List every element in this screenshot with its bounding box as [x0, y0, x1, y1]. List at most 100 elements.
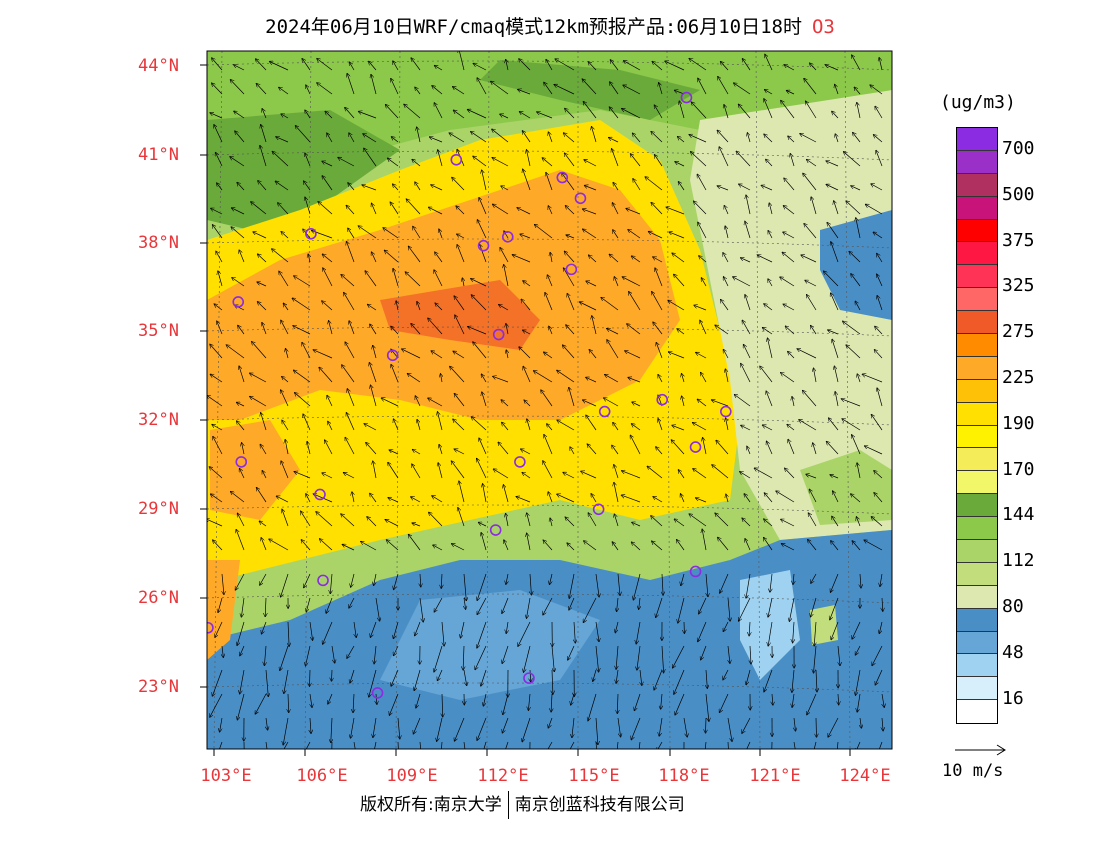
wind-vector: [483, 693, 487, 706]
wind-vector: [240, 669, 245, 694]
lat-label-32n: 32°N: [138, 410, 179, 430]
wind-vector: [831, 242, 839, 263]
wind-vector: [554, 85, 575, 95]
wind-vector: [371, 385, 377, 407]
wind-vector: [500, 248, 509, 263]
wind-vector: [810, 63, 817, 71]
wind-vector: [295, 393, 311, 407]
lat-label-29n: 29°N: [138, 499, 179, 519]
wind-vector: [607, 329, 619, 335]
wind-vector: [521, 449, 531, 455]
wind-vector: [852, 55, 861, 71]
wind-vector: [345, 438, 355, 455]
wind-vector: [719, 147, 729, 167]
wind-vector: [678, 137, 685, 143]
wind-vector: [697, 399, 707, 407]
wind-vector: [277, 496, 289, 503]
wind-vector: [882, 693, 884, 707]
wind-vector: [734, 83, 751, 95]
wind-vector: [864, 540, 883, 551]
wind-vector: [565, 108, 575, 119]
lat-label-23n: 23°N: [138, 677, 179, 697]
wind-vector: [584, 160, 597, 167]
wind-vector: [517, 208, 531, 215]
wind-vector: [809, 489, 817, 503]
wind-vector: [256, 59, 267, 71]
wind-vector: [851, 186, 861, 191]
wind-vector: [704, 741, 707, 749]
station-marker: [314, 488, 326, 501]
wind-vector: [259, 521, 267, 527]
wind-vector: [353, 693, 354, 713]
wind-vector: [805, 280, 817, 287]
wind-vector: [258, 254, 267, 263]
wind-vector: [726, 418, 728, 431]
colorbar-label: 275: [1002, 321, 1035, 343]
wind-vector: [581, 471, 597, 479]
wind-vector: [799, 420, 817, 431]
wind-vector: [316, 512, 333, 527]
wind-vector: [301, 540, 311, 551]
wind-vector: [420, 573, 421, 587]
wind-vector: [871, 184, 883, 191]
wind-vector: [438, 412, 443, 431]
wind-vector: [674, 274, 685, 287]
wind-vector: [492, 129, 509, 143]
wind-vector: [764, 519, 773, 527]
station-marker: [592, 503, 605, 516]
wind-vector: [691, 102, 707, 119]
wind-vector: [855, 645, 861, 655]
wind-vector: [310, 717, 311, 733]
wind-vector: [803, 173, 817, 191]
wind-vector: [326, 597, 333, 613]
wind-vector: [323, 268, 333, 287]
wind-vector: [583, 400, 597, 407]
wind-vector: [398, 717, 400, 739]
wind-vector: [351, 717, 355, 738]
wind-vector: [441, 741, 443, 749]
wind-vector: [370, 621, 377, 637]
wind-vector: [210, 344, 223, 359]
wind-vector: [781, 519, 795, 527]
wind-vector: [842, 419, 861, 431]
wind-vector: [250, 373, 267, 383]
wind-vector: [313, 350, 333, 359]
station-marker: [235, 456, 248, 468]
colorbar-swatch: [957, 150, 997, 174]
wind-vector: [595, 645, 599, 672]
wind-vector: [212, 425, 223, 431]
wind-vector: [477, 459, 487, 479]
map-title: 2024年06月10日WRF/cmaq模式12km预报产品:06月10日18时 O…: [0, 12, 1100, 39]
wind-vector: [477, 78, 487, 95]
wind-vector: [237, 421, 245, 431]
wind-vector: [278, 203, 289, 215]
wind-vector: [612, 445, 619, 455]
wind-vector: [851, 274, 861, 287]
wind-vector: [239, 366, 245, 383]
wind-vector: [788, 352, 795, 359]
wind-vector: [682, 396, 684, 407]
wind-vector: [344, 473, 355, 479]
wind-vector: [803, 391, 817, 407]
wind-vector: [632, 424, 641, 431]
wind-vector: [376, 693, 377, 704]
wind-vector: [728, 645, 730, 663]
wind-vector: [341, 514, 355, 527]
wind-vector: [776, 491, 795, 503]
wind-vector: [712, 400, 729, 407]
wind-vector: [678, 182, 685, 191]
footer-divider: [507, 791, 509, 819]
colorbar-swatch: [957, 540, 997, 563]
wind-vector: [613, 230, 619, 239]
station-marker: [523, 672, 535, 684]
wind-vector: [622, 277, 641, 287]
wind-vector: [237, 402, 245, 407]
wind-vector: [281, 232, 289, 239]
wind-vector: [454, 394, 465, 407]
wind-vector: [727, 717, 732, 741]
lat-label-38n: 38°N: [138, 233, 179, 253]
wind-vector: [586, 415, 597, 431]
wind-vector: [437, 717, 443, 741]
wind-vector: [453, 87, 465, 95]
wind-vector: [502, 717, 509, 733]
